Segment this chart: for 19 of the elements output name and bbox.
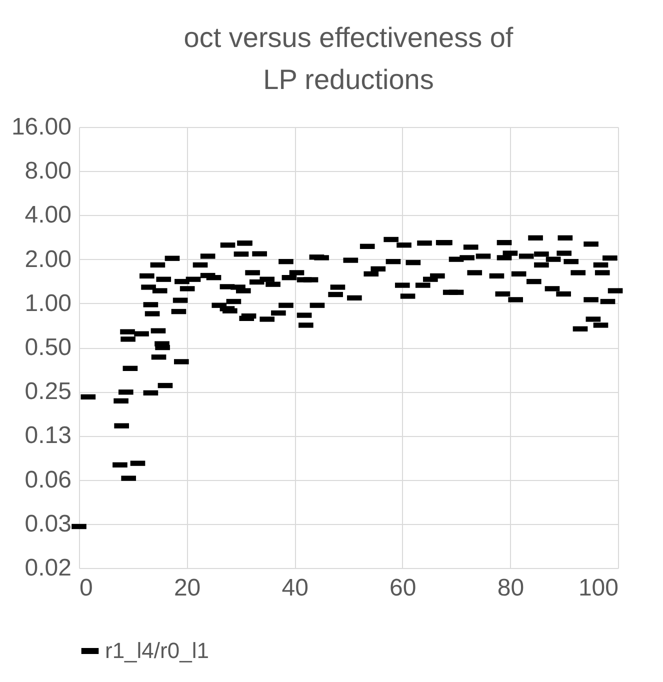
y-tick-label: 0.03 [24,510,72,538]
y-tick-label: 0.02 [24,554,72,582]
x-tick-label: 20 [174,574,201,602]
y-tick-label: 8.00 [24,158,72,185]
y-tick-label: 2.00 [24,246,72,273]
y-tick-label: 4.00 [24,202,72,229]
y-tick-label: 0.25 [24,378,72,406]
y-tick-label: 0.50 [24,334,72,361]
x-tick-label: 60 [390,574,416,602]
legend-label: r1_l4/r0_l1 [105,638,209,663]
x-tick-label: 80 [497,574,524,602]
x-tick-label: 40 [282,574,308,602]
x-tick-label: 0 [80,574,93,602]
y-tick-label: 1.00 [24,290,72,317]
y-tick-label: 16.00 [11,114,72,140]
x-tick-label: 100 [578,574,618,602]
chart-title: oct versus effectiveness of LP reductions [184,22,514,95]
y-tick-label: 0.13 [24,422,72,450]
y-tick-label: 0.06 [24,466,72,494]
